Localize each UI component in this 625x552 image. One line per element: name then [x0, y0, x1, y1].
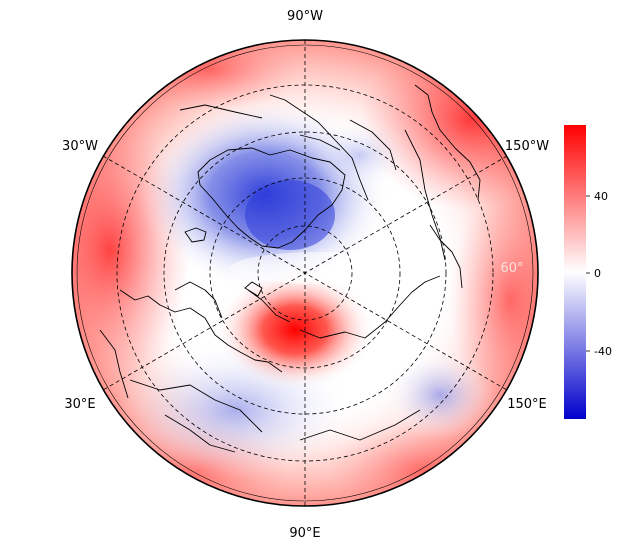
colorbar-tick-0: 0 [594, 267, 601, 280]
coastlines [99, 84, 481, 453]
scandinavia-coast [174, 281, 223, 319]
lon-label-150w: 150°W [505, 139, 549, 154]
europe-coast [119, 289, 283, 373]
lon-label-90w: 90°W [287, 9, 323, 24]
svalbard-coast [244, 281, 263, 297]
canadian-archipelago-coast [269, 94, 397, 201]
latitude-circle-70 [209, 177, 401, 369]
colorbar-tick-40: 40 [594, 190, 608, 203]
colorbar-tick-neg40: -40 [594, 345, 612, 358]
lat-label-60: 60° [500, 261, 523, 276]
asia-interior-borders [99, 329, 421, 453]
siberia-coast [299, 275, 441, 339]
map-boundary-inner [76, 44, 534, 502]
lon-label-150e: 150°E [507, 397, 547, 412]
map-boundary [71, 39, 539, 507]
north-america-coast [179, 104, 446, 261]
greenland-coast [197, 147, 346, 249]
meridian-150 [102, 155, 508, 391]
lon-label-30e: 30°E [64, 397, 95, 412]
colorbar-gradient [564, 125, 586, 419]
colorbar: 40 0 -40 [564, 125, 612, 419]
graticule [102, 40, 508, 506]
iceland-coast [184, 227, 207, 243]
lon-label-90e: 90°E [289, 526, 320, 541]
novaya-zemlya-coast [247, 289, 291, 323]
latitude-circle-60 [163, 131, 447, 415]
chukotka-coast [429, 224, 463, 289]
lon-label-30w: 30°W [62, 139, 98, 154]
alaska-coast [414, 84, 481, 201]
